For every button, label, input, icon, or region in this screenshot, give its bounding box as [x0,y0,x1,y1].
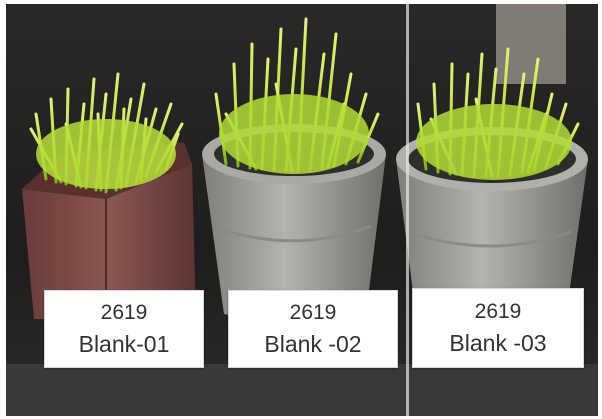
ground [6,364,598,416]
label-code: 2619 [289,301,337,324]
label-card-blank-03: 2619 Blank -03 [412,288,584,368]
plant-pots-scene [6,4,598,416]
label-card-blank-02: 2619 Blank -02 [228,290,398,368]
label-name: Blank -03 [449,330,547,356]
label-card-blank-01: 2619 Blank-01 [44,290,204,368]
photo [6,4,598,416]
grass-2-mass [219,94,369,174]
label-code: 2619 [100,301,148,324]
grass-1-mass [36,119,176,189]
label-code: 2619 [474,300,522,323]
scan-line [406,4,409,416]
label-name: Blank -02 [264,331,362,357]
grass-3-mass [416,104,572,180]
label-name: Blank-01 [78,331,170,357]
